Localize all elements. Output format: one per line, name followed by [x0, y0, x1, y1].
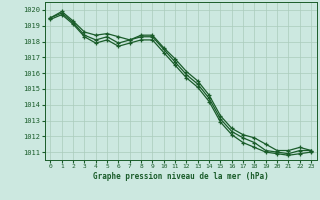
- X-axis label: Graphe pression niveau de la mer (hPa): Graphe pression niveau de la mer (hPa): [93, 172, 269, 181]
